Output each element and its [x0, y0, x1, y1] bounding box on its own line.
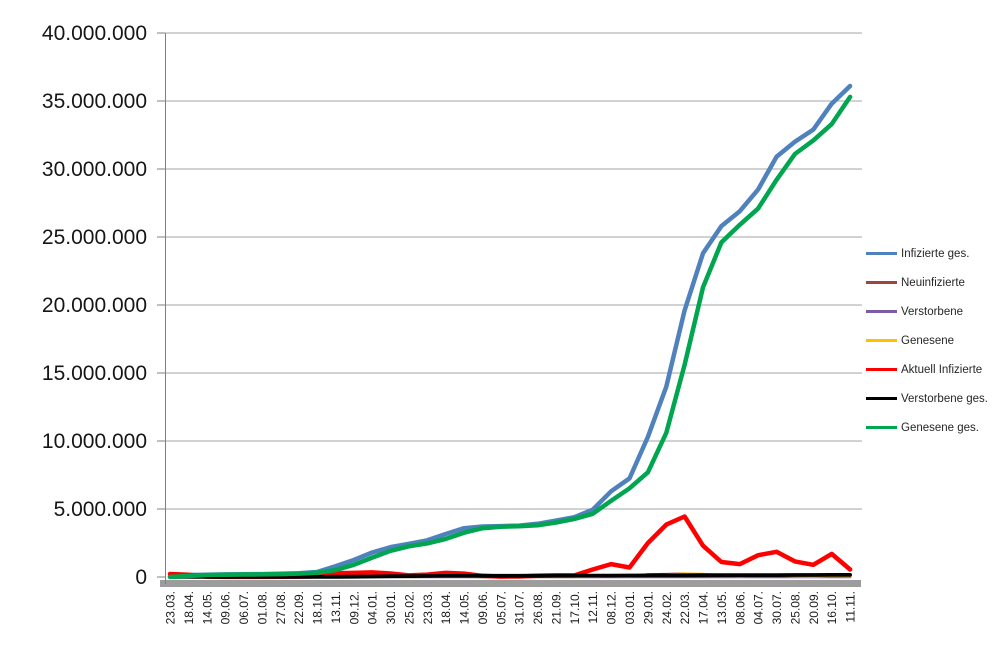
y-tick-label: 15.000.000: [42, 362, 147, 385]
x-tick-label: 09.12.: [347, 591, 361, 624]
x-tick-label: 30.07.: [770, 591, 784, 624]
x-tick-label: 20.09.: [807, 591, 821, 624]
x-tick-label: 24.02.: [660, 591, 674, 624]
series-line-genesene-ges: [167, 94, 853, 580]
x-tick-label: 22.03.: [678, 591, 692, 624]
legend-entry: Infizierte ges.: [866, 239, 988, 268]
x-tick-label: 23.03.: [164, 591, 178, 624]
series-line-verstorbene-ges: [168, 573, 852, 579]
x-tick-label: 17.04.: [697, 591, 711, 624]
legend-label: Genesene: [901, 334, 955, 347]
legend-entry: Neuinfizierte: [866, 268, 988, 297]
legend: Infizierte ges. Neuinfizierte Verstorbene G…: [866, 239, 988, 442]
x-tick-label: 18.04.: [439, 591, 453, 624]
legend-entry: Verstorbene: [866, 297, 988, 326]
legend-label: Verstorbene: [901, 305, 964, 318]
x-tick-label: 31.07.: [513, 591, 527, 624]
y-tick-label: 40.000.000: [42, 22, 147, 45]
y-tick-label: 5.000.000: [54, 498, 147, 521]
y-tick-label: 20.000.000: [42, 294, 147, 317]
x-tick-label: 01.08.: [255, 591, 269, 624]
x-tick-label: 03.01.: [623, 591, 637, 624]
x-tick-label: 08.12.: [605, 591, 619, 624]
legend-label: Infizierte ges.: [901, 247, 970, 260]
x-tick-label: 21.09.: [549, 591, 563, 624]
x-tick-label: 16.10.: [825, 591, 839, 624]
x-tick-label: 14.05.: [200, 591, 214, 624]
x-tick-label: 26.08.: [531, 591, 545, 624]
x-tick-label: 09.06.: [219, 591, 233, 624]
x-tick-label: 05.07.: [494, 591, 508, 624]
y-tick-label: 10.000.000: [42, 430, 147, 453]
x-tick-label: 29.01.: [641, 591, 655, 624]
axis-shadow: [160, 580, 861, 587]
legend-entry: Verstorbene ges.: [866, 384, 988, 413]
x-tick-label: 11.11.: [844, 591, 858, 623]
y-tick-label: 25.000.000: [42, 226, 147, 249]
x-tick-label: 13.11.: [329, 591, 343, 623]
x-tick-label: 14.05.: [458, 591, 472, 624]
legend-label: Verstorbene ges.: [901, 392, 988, 405]
legend-label: Neuinfizierte: [901, 276, 965, 289]
x-tick-label: 23.03.: [421, 591, 435, 624]
x-tick-label: 09.06.: [476, 591, 490, 624]
legend-line-swatch: [866, 368, 897, 371]
x-tick-label: 18.10.: [311, 591, 325, 624]
legend-label: Aktuell Infizierte: [901, 363, 983, 376]
x-tick-label: 30.01.: [384, 591, 398, 624]
legend-entry: Aktuell Infizierte: [866, 355, 988, 384]
legend-label: Genesene ges.: [901, 421, 980, 434]
y-tick-label: 0: [135, 566, 147, 589]
x-tick-label: 13.05.: [715, 591, 729, 624]
series-line-infizierte-ges: [167, 83, 853, 579]
x-tick-label: 04.07.: [752, 591, 766, 624]
x-tick-label: 25.02.: [402, 591, 416, 624]
x-tick-label: 08.06.: [733, 591, 747, 624]
x-tick-label: 04.01.: [366, 591, 380, 624]
legend-line-swatch: [866, 281, 897, 284]
x-tick-label: 12.11.: [586, 591, 600, 623]
legend-line-swatch: [866, 397, 897, 400]
y-tick-label: 30.000.000: [42, 158, 147, 181]
legend-line-swatch: [866, 426, 897, 429]
x-tick-label: 06.07.: [237, 591, 251, 624]
legend-line-swatch: [866, 252, 897, 255]
legend-line-swatch: [866, 339, 897, 342]
x-tick-label: 22.09.: [292, 591, 306, 624]
x-tick-label: 25.08.: [788, 591, 802, 624]
y-tick-label: 35.000.000: [42, 90, 147, 113]
x-tick-label: 27.08.: [274, 591, 288, 624]
x-tick-label: 17.10.: [568, 591, 582, 624]
x-tick-label: 18.04.: [182, 591, 196, 624]
legend-entry: Genesene ges.: [866, 413, 988, 442]
legend-entry: Genesene: [866, 326, 988, 355]
legend-line-swatch: [866, 310, 897, 313]
